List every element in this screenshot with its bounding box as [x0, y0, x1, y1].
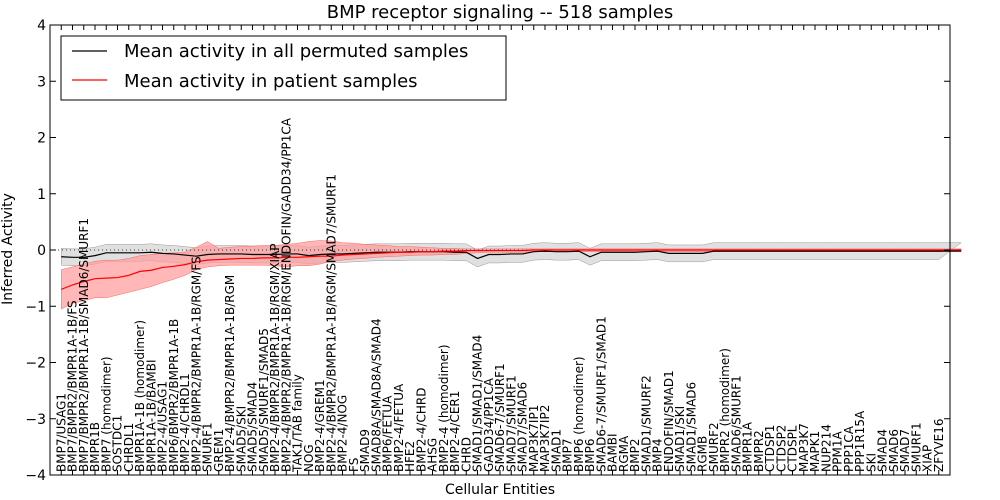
x-tick-label: BMP2-4/CHRD [414, 388, 428, 472]
x-tick-label: TAK1/TAB family [291, 374, 305, 473]
x-tick-label: BMP2-4/USAG1 [156, 381, 170, 472]
x-tick-label: CTDSP1 [763, 425, 777, 472]
y-axis-label: Inferred Activity [0, 193, 16, 305]
x-tick-label: SMAD9 [358, 429, 372, 472]
x-tick-label: AHSG [426, 438, 440, 472]
x-tick-label: BMP7/USAG1 [54, 393, 68, 472]
x-tick-label: BMP2-4/CER1 [448, 391, 462, 472]
x-tick-label: PPP1CA [842, 425, 856, 472]
x-tick-label: BMPR1B [88, 422, 102, 472]
x-tick-label: BMP2-4 (homodimer) [437, 344, 451, 472]
x-tick-label: ZFYVE16 [932, 418, 946, 472]
y-tick-label: 0 [37, 243, 46, 259]
x-tick-label: ENDOFIN/SMAD1 [662, 370, 676, 472]
x-tick-label: MAP3K7IP1 [527, 405, 541, 472]
y-tick-label: 4 [37, 18, 46, 34]
x-tick-label: SMURF1 [909, 422, 923, 472]
x-tick-label: BMPR1A [741, 421, 755, 472]
x-tick-label: BMP2-4/NOG [336, 395, 350, 472]
x-tick-label: SMAD1/SKI [673, 406, 687, 472]
x-tick-label: CHRDL1 [122, 423, 136, 472]
x-tick-label: SMAD5/SMURF1/SMAD5 [257, 328, 271, 472]
x-tick-label: CHRD [459, 437, 473, 472]
x-tick-label: PPM1A [831, 431, 845, 472]
x-tick-label: SMAD1/SMURF2 [639, 375, 653, 472]
x-tick-label: NOG [302, 444, 316, 472]
y-tick-label: 1 [37, 187, 46, 203]
x-tick-label: FS [347, 458, 361, 472]
x-tick-label: SMURF2 [707, 422, 721, 472]
x-tick-label: BMPR2 (homodimer) [718, 348, 732, 472]
x-tick-label: MAP3K7 [797, 423, 811, 472]
x-tick-label: BMP2-4/BMPR2/BMPR1A-1B/RGM [223, 275, 237, 472]
x-tick-label: SMAD6-7/SMURF1/SMAD1 [594, 316, 608, 472]
x-tick-label: BMP6/BMPR2/BMPR1A-1B [167, 319, 181, 472]
y-tick-label: 3 [37, 74, 46, 90]
x-tick-label: SMAD6 [887, 429, 901, 472]
x-tick-label: GADD34/PP1CA [482, 377, 496, 472]
legend-label-patient: Mean activity in patient samples [124, 71, 418, 92]
x-tick-label: SMAD7 [898, 429, 912, 472]
x-tick-label: SMAD6-7/SMURF1 [493, 363, 507, 472]
x-tick-label: NUP214 [819, 424, 833, 472]
x-tick-label: BMP6 [583, 439, 597, 472]
legend-box [60, 35, 507, 101]
x-tick-label: BMP2-4/BMPR2/BMPR1A-1B/RGM/XIAP [268, 243, 282, 472]
y-tick-label: 2 [37, 131, 46, 147]
x-tick-label: SMAD8A/SMAD8A/SMAD4 [369, 318, 383, 472]
x-tick-label: BMP4 [651, 439, 665, 472]
x-tick-label: BMP6 (homodimer) [572, 356, 586, 472]
x-tick-label: BMP7/BMPR2/BMPR1A-1B/SMAD6/SMURF1 [77, 218, 91, 472]
x-tick-label: GREM1 [212, 429, 226, 472]
x-tick-label: BAMBI [606, 433, 620, 472]
x-tick-label: MAP3K7IP2 [538, 405, 552, 472]
x-axis-label: Cellular Entities [445, 482, 555, 498]
x-tick-label: BMP2-4/BMPR2/BMPR1A-1B/RGM/SMAD7/SMURF1 [324, 174, 338, 472]
x-tick-label: SMAD1/SMAD1/SMAD4 [471, 335, 485, 472]
x-tick-label: BMP7 [561, 439, 575, 472]
x-tick-label: HFE2 [403, 441, 417, 472]
x-tick-label: SMAD4 [876, 429, 890, 472]
x-tick-label: PPP1R15A [853, 410, 867, 472]
series-line-permuted [61, 250, 962, 260]
x-tick-label: SOSTDC1 [111, 415, 125, 472]
x-tick-label: BMPR1A-1B (homodimer) [133, 320, 147, 472]
x-tick-label: SMAD7/SMAD6 [516, 382, 530, 472]
x-tick-label: SMURF1 [201, 422, 215, 472]
x-tick-label: BMP2-4/CHRDL1 [178, 373, 192, 472]
x-tick-label: CTDSPL [786, 425, 800, 472]
x-tick-label: SMAD6/SMURF1 [729, 375, 743, 472]
x-tick-label: CTDSP2 [774, 425, 788, 472]
x-tick-label: BMP2-4/GREM1 [313, 379, 327, 472]
series-line-patient [61, 249, 962, 290]
x-tick-label: BMP2-4/BMPR2/BMPR1A-1B/RGM/FS [189, 256, 203, 472]
chart-title: BMP receptor signaling -- 518 samples [327, 2, 674, 23]
plot-area: −4−3−2−101234BMP7/USAG1BMP7/BMPR2/BMPR1A… [25, 18, 963, 484]
x-tick-label: BMPR2 [752, 430, 766, 472]
x-tick-label: RGMB [696, 436, 710, 472]
y-tick-label: −4 [25, 468, 46, 484]
x-tick-label: BMP2-4/FETUA [392, 383, 406, 472]
x-tick-label: BMPR1A-1B/BAMBI [144, 359, 158, 472]
x-tick-label: SMAD1 [549, 429, 563, 472]
x-tick-label: BMP2-4/BMPR2/BMPR1A-1B/RGM/ENDOFIN/GADD3… [279, 117, 293, 472]
x-tick-label: BMP7 (homodimer) [99, 356, 113, 472]
x-tick-label: SMAD5/SKI [234, 406, 248, 472]
x-tick-label: XIAP [921, 445, 935, 472]
x-tick-label: BMP2 [628, 439, 642, 472]
x-tick-label: SKI [864, 453, 878, 472]
x-tick-label: BMP6/FETUA [381, 395, 395, 472]
x-tick-label: MAPK1 [808, 431, 822, 472]
x-tick-label: SMAD5/SMAD4 [246, 382, 260, 472]
x-tick-label: SMAD7/SMURF1 [504, 375, 518, 472]
y-tick-label: −3 [25, 412, 46, 428]
x-tick-label: BMP7/BMPR2/BMPR1A-1B/FS [66, 300, 80, 472]
x-tick-label: RGMA [617, 435, 631, 472]
legend: Mean activity in all permuted samples Me… [60, 35, 507, 101]
x-tick-label: SMAD1/SMAD6 [684, 382, 698, 472]
y-tick-label: −1 [25, 299, 46, 315]
legend-label-permuted: Mean activity in all permuted samples [124, 41, 468, 62]
y-tick-label: −2 [25, 356, 46, 372]
